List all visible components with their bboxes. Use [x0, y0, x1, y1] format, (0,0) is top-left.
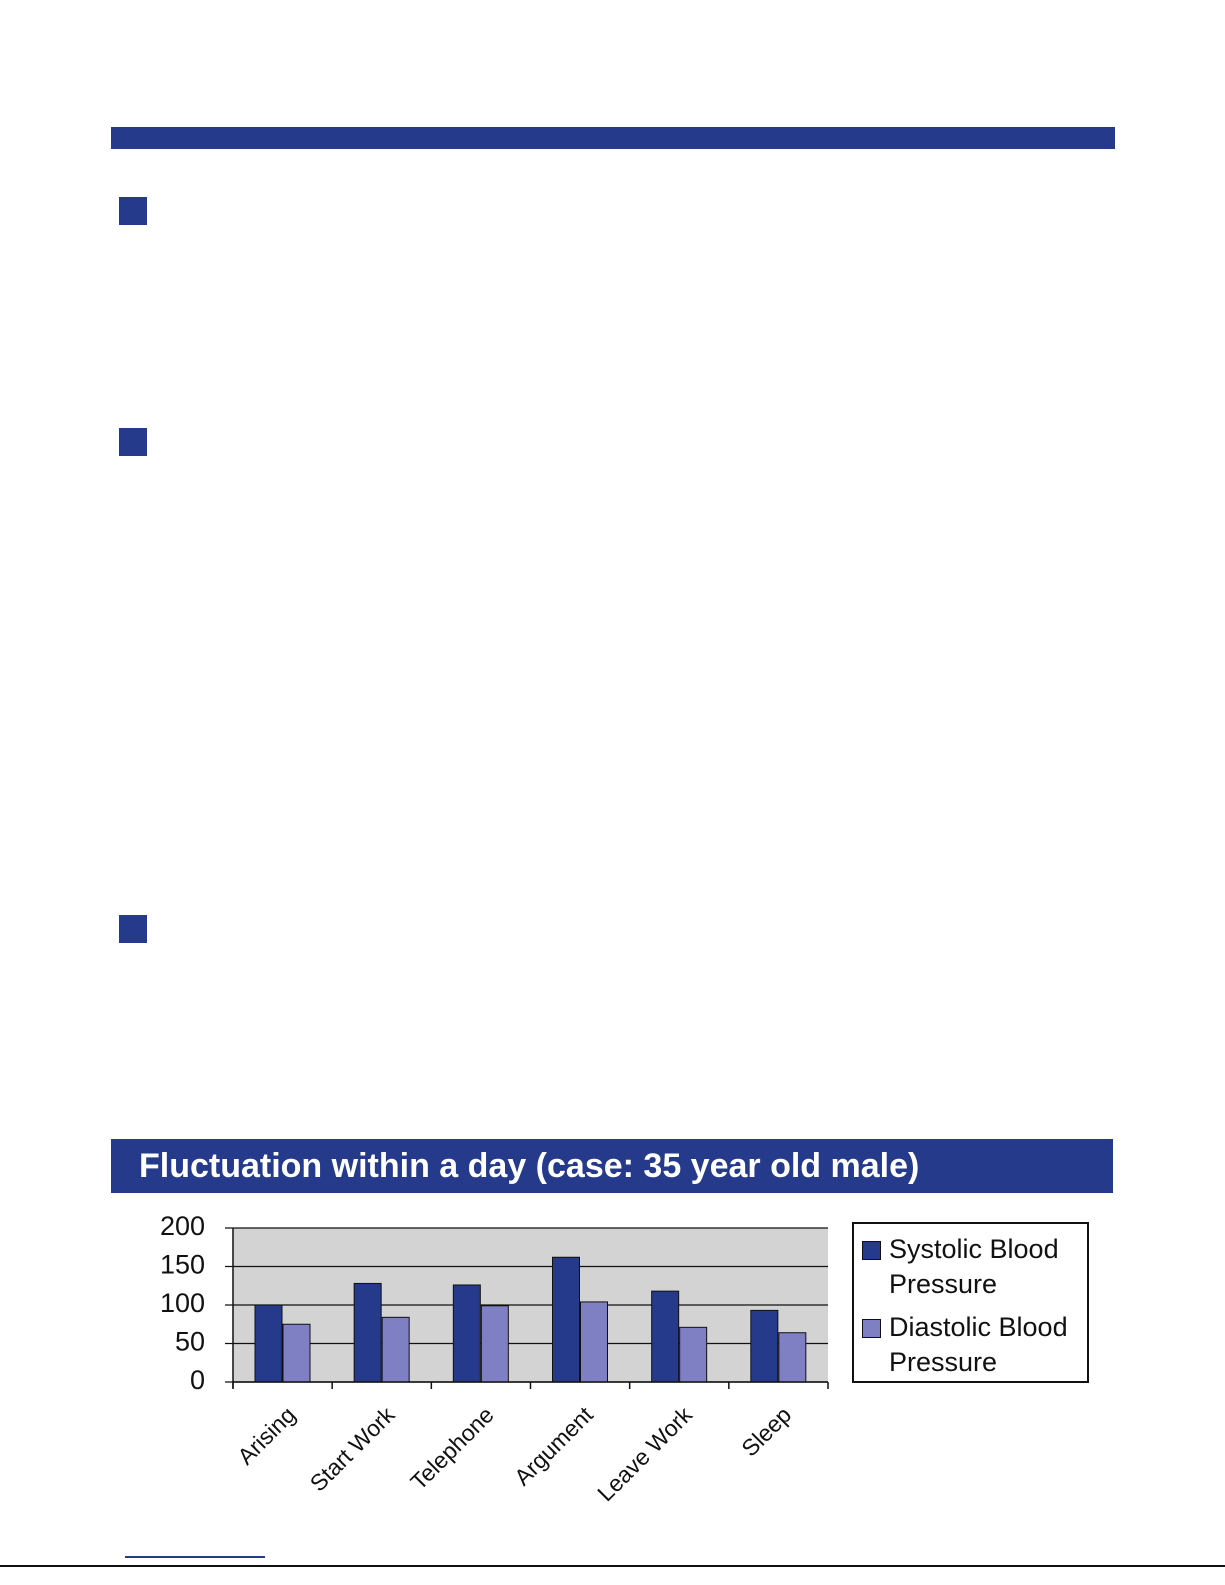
legend-entry: Diastolic Blood Pressure	[862, 1310, 1089, 1380]
y-tick-label: 100	[160, 1288, 205, 1318]
bar	[452, 1284, 481, 1383]
x-tick-label: Argument	[509, 1401, 598, 1490]
bar	[778, 1332, 807, 1383]
x-tick-label: Sleep	[736, 1401, 796, 1461]
x-tick-label: Leave Work	[592, 1401, 697, 1506]
x-tick-label: Telephone	[405, 1401, 498, 1494]
bar	[552, 1256, 580, 1383]
bar	[651, 1290, 680, 1383]
bar	[580, 1301, 608, 1383]
legend: Systolic Blood Pressure Diastolic Blood P…	[852, 1222, 1089, 1383]
bar	[679, 1326, 708, 1383]
y-tick-label: 50	[175, 1327, 205, 1357]
bar	[353, 1282, 382, 1383]
header-bar	[111, 127, 1115, 149]
bar	[282, 1323, 311, 1383]
y-tick-label: 200	[160, 1211, 205, 1241]
x-tick-label: Start Work	[305, 1401, 400, 1496]
y-tick-label: 0	[190, 1365, 205, 1395]
legend-swatch	[862, 1319, 881, 1338]
section-marker	[119, 197, 147, 225]
legend-swatch	[862, 1241, 881, 1260]
chart-title-bar	[111, 1139, 1113, 1193]
x-tick-label: Arising	[232, 1401, 300, 1469]
bar	[480, 1305, 509, 1383]
legend-entry: Systolic Blood Pressure	[862, 1232, 1089, 1302]
chart-title: Fluctuation within a day (case: 35 year …	[139, 1147, 919, 1185]
bar	[750, 1309, 779, 1383]
bar	[381, 1316, 410, 1383]
bar	[254, 1304, 283, 1383]
legend-label: Systolic Blood Pressure	[889, 1234, 1059, 1299]
section-marker	[119, 428, 147, 456]
legend-label: Diastolic Blood Pressure	[889, 1312, 1068, 1377]
y-tick-label: 150	[160, 1250, 205, 1280]
section-marker	[119, 915, 147, 943]
